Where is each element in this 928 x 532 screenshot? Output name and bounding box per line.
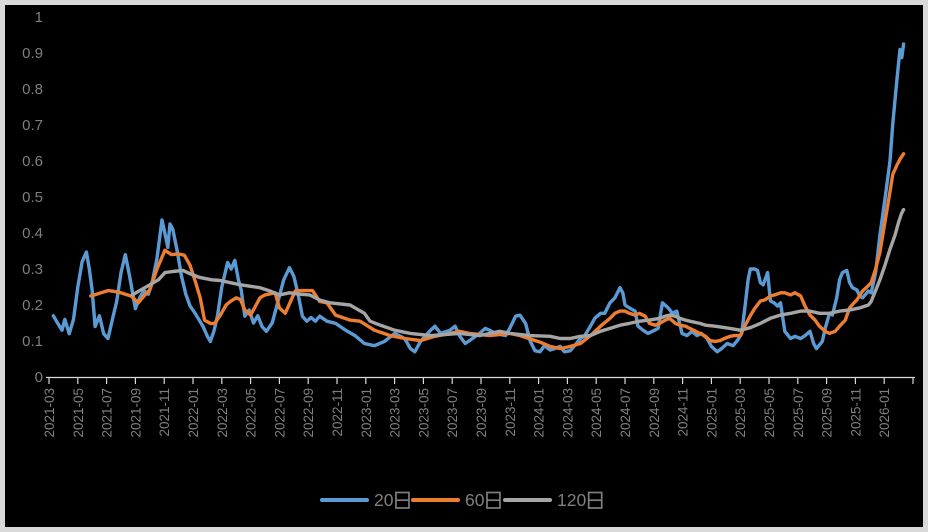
x-axis-label: 2024-11 [676,388,691,437]
legend-label: 60 [465,490,485,510]
y-axis-label: 0.8 [22,81,43,98]
series-lines [51,42,906,354]
x-axis: 2021-03 2021-05 2021-07 2021-09 2021-11 2022-… [42,376,915,438]
y-axis-label: 1 [35,9,43,26]
x-axis-label: 2021-11 [157,388,172,437]
x-axis-label: 2023-07 [445,388,460,438]
x-axis-label: 2025-05 [762,388,777,438]
x-axis-label: 2023-01 [359,388,374,438]
x-axis-label: 2025-01 [704,388,719,438]
y-axis-label: 0.3 [22,261,43,278]
x-axis-label: 2021-05 [71,388,86,438]
legend-item-120d: 120 [503,490,603,510]
x-axis-label: 2023-05 [416,388,431,438]
x-axis-label: 2024-01 [532,388,547,438]
x-axis-label: 2023-11 [503,388,518,437]
x-axis-label: 2025-07 [791,388,806,438]
x-axis-label: 2025-03 [733,388,748,438]
x-axis-label: 2021-07 [100,388,115,438]
legend-label: 20 [374,490,394,510]
y-axis-label: 0.4 [22,225,43,242]
legend: 20 60 120 [320,490,603,510]
y-axis-label: 0.1 [22,333,43,350]
x-axis-label: 2022-03 [215,388,230,438]
y-axis-label: 0.9 [22,45,43,62]
series-line-20d [51,42,906,354]
y-axis-label: 0.7 [22,117,43,134]
x-axis-label: 2024-07 [618,388,633,438]
y-axis-label: 0 [35,369,43,386]
x-axis-label: 2026-01 [877,388,892,438]
x-axis-label: 2023-03 [388,388,403,438]
x-axis-label: 2022-05 [244,388,259,438]
x-axis-label: 2022-01 [186,388,201,438]
x-axis-label: 2025-11 [848,388,863,437]
y-axis-labels: 0 0.1 0.2 0.3 0.4 0.5 0.6 0.7 0.8 0.9 1 [22,9,43,386]
x-axis-label: 2024-05 [589,388,604,438]
x-axis-label: 2024-09 [647,388,662,438]
x-axis-label: 2022-09 [301,388,316,438]
y-axis-label: 0.6 [22,153,43,170]
series-line-60d [89,152,906,351]
chart-svg: 00.10.20.30.40.50.60.70.80.91 2021-03 202… [22,9,915,510]
y-axis-label: 0.5 [22,189,43,206]
legend-item-60d: 60 [411,490,501,510]
x-axis-label: 2022-11 [330,388,345,437]
x-axis-label: 2025-09 [820,388,835,438]
x-axis-label: 2023-09 [474,388,489,438]
y-axis-label: 0.2 [22,297,43,314]
legend-item-20d: 20 [320,490,410,510]
x-axis-label: 2024-03 [560,388,575,438]
legend-label: 120 [557,490,586,510]
x-axis-label: 2021-03 [42,388,57,438]
series-line-120d [130,207,906,341]
x-axis-label: 2021-09 [128,388,143,438]
x-axis-label: 2022-07 [272,388,287,438]
